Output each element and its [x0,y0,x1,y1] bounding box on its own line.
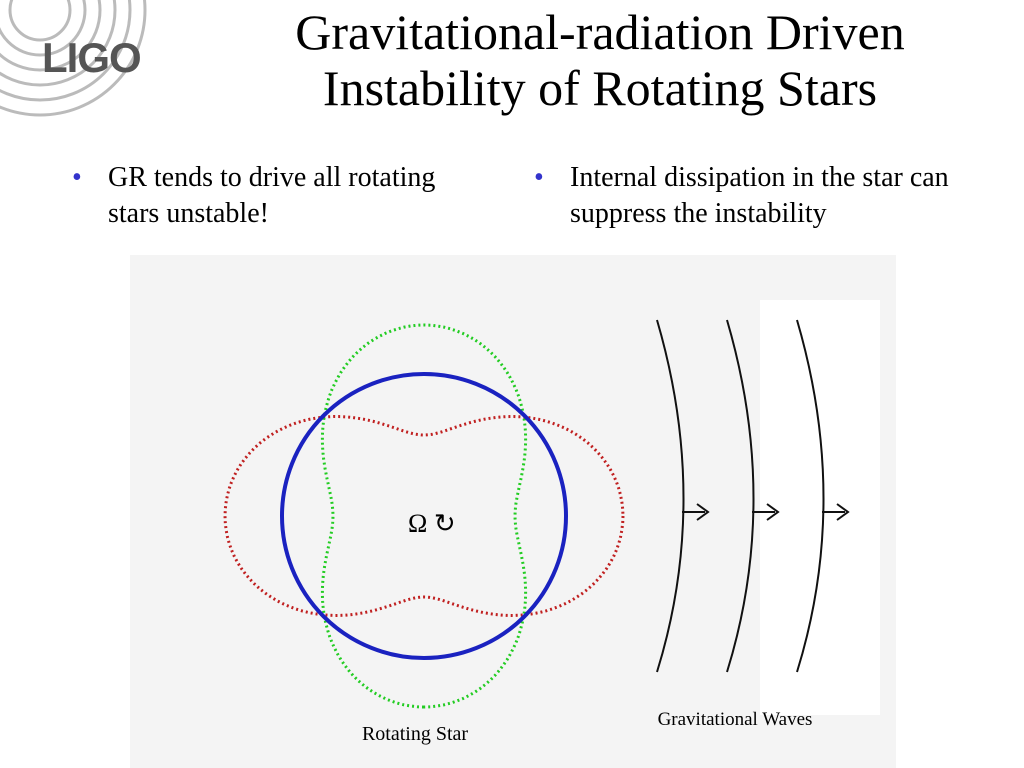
logo: LIGO [42,34,142,81]
wave-panel [760,300,880,715]
horizontal-mode [223,414,625,618]
title-line: Gravitational-radiation Driven [295,4,905,60]
title-line: Instability of Rotating Stars [322,60,878,116]
rotation-symbol: Ω ↻ [408,509,456,538]
vertical-mode [320,323,528,709]
waves [656,319,850,673]
logo-rings [0,0,147,117]
star-label: Rotating Star [362,723,468,745]
bullet: GR tends to drive all rotating stars uns… [72,160,438,232]
waves-label: Gravitational Waves [658,709,813,730]
title: Gravitational-radiation Driven Instabili… [170,4,1024,116]
bullet: Internal dissipation in the star can sup… [534,160,990,232]
diagram: Ω ↻ Rotating Star Gravitational Waves [130,255,896,768]
star-circle [280,372,568,660]
